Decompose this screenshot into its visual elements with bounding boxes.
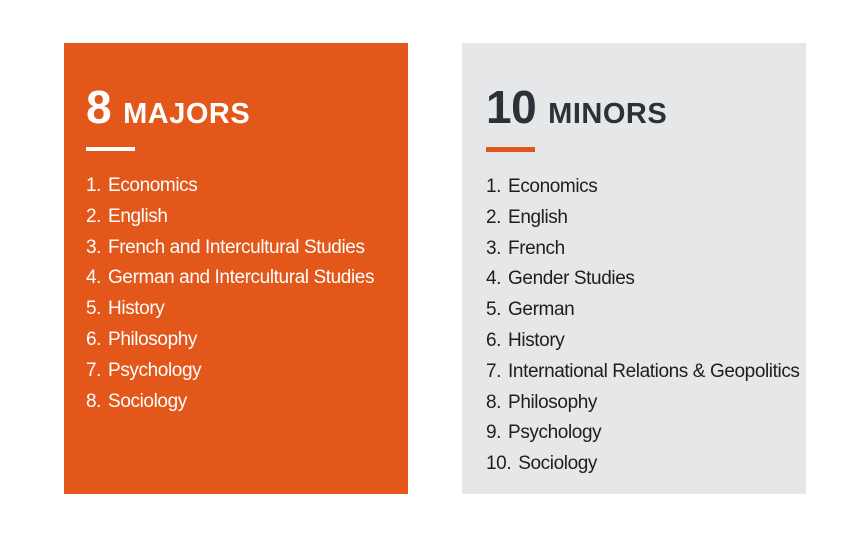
item-number: 8. xyxy=(86,390,102,412)
minors-title: MINORS xyxy=(548,98,668,130)
item-label: Sociology xyxy=(518,453,598,475)
item-number: 8. xyxy=(486,391,502,413)
majors-card: 8 MAJORS 1. Economics 2. English 3. Fren… xyxy=(64,43,408,494)
minors-divider xyxy=(486,147,535,152)
majors-divider xyxy=(86,147,135,151)
list-item: 7. Psychology xyxy=(86,356,394,387)
item-number: 6. xyxy=(86,328,102,350)
list-item: 3. French xyxy=(486,234,796,265)
list-item: 10. Sociology xyxy=(486,449,796,480)
item-label: Psychology xyxy=(108,359,202,381)
item-label: International Relations & Geopolitics xyxy=(508,360,800,382)
minors-heading: 10 MINORS xyxy=(486,81,796,133)
item-label: French xyxy=(508,237,565,259)
list-item: 4. Gender Studies xyxy=(486,264,796,295)
item-label: Philosophy xyxy=(108,328,197,350)
list-item: 1. Economics xyxy=(486,172,796,203)
majors-heading: 8 MAJORS xyxy=(86,81,394,133)
item-number: 9. xyxy=(486,422,502,444)
item-label: Economics xyxy=(508,176,598,197)
item-label: French and Intercultural Studies xyxy=(108,236,365,258)
list-item: 5. German xyxy=(486,295,796,326)
item-number: 1. xyxy=(486,176,502,197)
item-number: 5. xyxy=(486,299,502,321)
item-label: Sociology xyxy=(108,390,187,412)
item-label: German and Intercultural Studies xyxy=(108,267,375,289)
item-label: Economics xyxy=(108,175,198,196)
list-item: 5. History xyxy=(86,294,394,325)
majors-title: MAJORS xyxy=(123,98,251,130)
item-label: Gender Studies xyxy=(508,268,635,290)
minors-list: 1. Economics 2. English 3. French 4. Gen… xyxy=(486,172,800,480)
item-number: 3. xyxy=(486,237,502,259)
item-number: 6. xyxy=(486,329,502,351)
minors-count: 10 xyxy=(486,81,537,133)
item-label: German xyxy=(508,299,575,321)
item-number: 1. xyxy=(86,175,102,196)
item-label: History xyxy=(508,329,565,351)
item-label: History xyxy=(108,298,165,320)
list-item: 7. International Relations & Geopolitics xyxy=(486,357,800,388)
list-item: 4. German and Intercultural Studies xyxy=(86,263,394,294)
list-item: 6. Philosophy xyxy=(86,325,394,356)
item-number: 10. xyxy=(486,453,512,475)
item-label: Psychology xyxy=(508,422,602,444)
list-item: 2. English xyxy=(86,202,394,233)
item-label: Philosophy xyxy=(508,391,597,413)
item-label: English xyxy=(108,205,168,227)
list-item: 9. Psychology xyxy=(486,418,796,449)
majors-count: 8 xyxy=(86,81,112,133)
list-item: 1. Economics xyxy=(86,171,394,202)
list-item: 6. History xyxy=(486,326,796,357)
list-item: 8. Philosophy xyxy=(486,388,796,419)
item-number: 4. xyxy=(486,268,502,290)
item-number: 2. xyxy=(486,206,502,228)
item-label: English xyxy=(508,206,568,228)
item-number: 5. xyxy=(86,298,102,320)
list-item: 8. Sociology xyxy=(86,387,394,418)
item-number: 7. xyxy=(86,359,102,381)
item-number: 3. xyxy=(86,236,102,258)
list-item: 3. French and Intercultural Studies xyxy=(86,233,394,264)
minors-card: 10 MINORS 1. Economics 2. English 3. Fre… xyxy=(462,43,806,494)
list-item: 2. English xyxy=(486,203,796,234)
item-number: 2. xyxy=(86,205,102,227)
item-number: 7. xyxy=(486,360,502,382)
item-number: 4. xyxy=(86,267,102,289)
majors-list: 1. Economics 2. English 3. French and In… xyxy=(86,171,394,417)
